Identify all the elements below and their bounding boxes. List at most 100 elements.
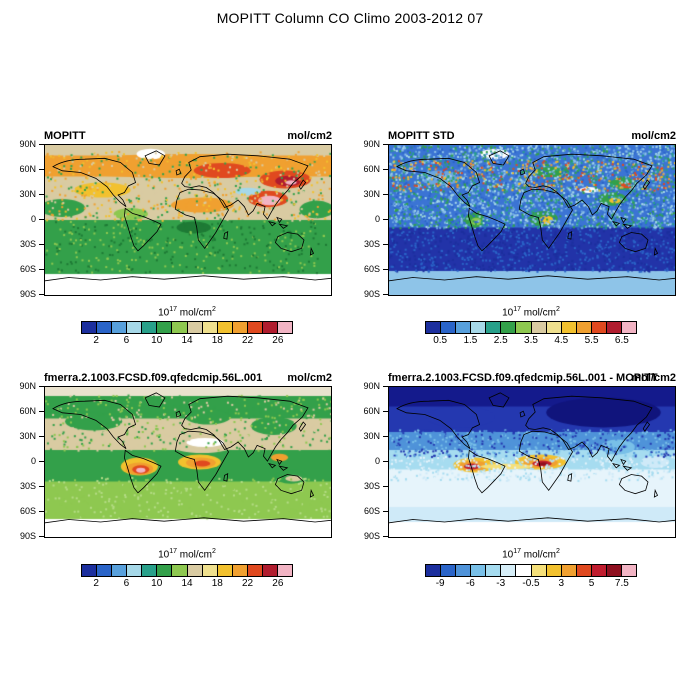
lat-tickmark: [383, 486, 388, 488]
colorbar-tick-label: 4.5: [554, 335, 569, 347]
colorbar-tick-label: 14: [181, 335, 193, 347]
colorbar-box: [82, 564, 98, 576]
colorbar-tick-label: 2.5: [493, 335, 508, 347]
colorbar: [81, 321, 293, 335]
colorbar-tick-label: 10: [151, 335, 163, 347]
panel-header: MOPITT STD mol/cm2: [358, 126, 676, 142]
lat-tickmark: [383, 144, 388, 145]
colorbar-box: [127, 564, 143, 576]
colorbar-box: [142, 564, 158, 576]
colorbar: [81, 563, 293, 577]
lat-axis: 90N 60N 30N 0 30S 60S 90S: [358, 381, 388, 541]
panel-title: MOPITT: [44, 130, 86, 142]
colorbar-tick-label: 3: [558, 577, 565, 589]
colorbar-box: [456, 322, 472, 334]
colorbar-ticks: -9 -6 -3 -0.5 3 5 7.5: [425, 578, 637, 591]
lat-tickmark: [383, 461, 388, 463]
colorbar-box: [546, 564, 562, 576]
lat-tick-label: 0: [30, 214, 36, 224]
colorbar-box: [576, 322, 592, 334]
lat-tickmark: [383, 536, 388, 538]
colorbar-box: [622, 322, 637, 334]
lat-axis: 90N 60N 30N 0 30S 60S 90S: [358, 139, 388, 299]
lat-axis: 90N 60N 30N 0 30S 60S 90S: [14, 139, 44, 299]
panel-units-label: mol/cm2: [287, 372, 332, 385]
colorbar-box: [217, 564, 233, 576]
colorbar-tick-label: 6.5: [614, 335, 629, 347]
lat-tickmark: [383, 244, 388, 245]
colorbar-box: [232, 322, 248, 334]
panel-mopitt: MOPITT mol/cm2 90N 60N 30N 0 30S 60S 90S 1017 …: [14, 126, 332, 348]
colorbar-box: [622, 564, 637, 576]
lat-tick-label: 0: [374, 214, 380, 224]
colorbar-tick-label: 22: [242, 335, 254, 347]
lat-tick-label: 90S: [363, 289, 380, 299]
panel-model: fmerra.2.1003.FCSD.f09.qfedcmip.56L.001 …: [14, 368, 332, 590]
lat-tickmark: [39, 194, 44, 195]
colorbar-box: [516, 322, 532, 334]
colorbar-tick-label: 1.5: [463, 335, 478, 347]
panel-title: fmerra.2.1003.FCSD.f09.qfedcmip.56L.001 …: [388, 372, 658, 385]
colorbar-tick-label: 18: [211, 577, 223, 589]
colorbar-box: [157, 322, 173, 334]
map-row: 90N 60N 30N 0 30S 60S 90S: [358, 381, 676, 541]
lat-tickmark: [383, 411, 388, 413]
colorbar-box: [471, 564, 487, 576]
panel-header: fmerra.2.1003.FCSD.f09.qfedcmip.56L.001 …: [14, 368, 332, 384]
colorbar-tick-label: -6: [465, 577, 475, 589]
lat-tickmark: [383, 169, 388, 170]
colorbar-unit-label: 1017 mol/cm2: [502, 548, 560, 561]
colorbar-box: [606, 564, 623, 576]
colorbar-box: [247, 564, 263, 576]
colorbar-box: [531, 564, 547, 576]
map-row: 90N 60N 30N 0 30S 60S 90S: [14, 381, 332, 541]
lat-tickmark: [39, 411, 44, 413]
lat-tick-label: 90N: [363, 139, 380, 149]
lat-tick-label: 60S: [363, 264, 380, 274]
colorbar: [425, 563, 637, 577]
panel-units-label: mol/cm2: [631, 130, 676, 142]
colorbar-tick-label: 18: [211, 335, 223, 347]
lat-tick-label: 60N: [19, 406, 36, 417]
colorbar-tick-label: 6: [123, 335, 130, 347]
colorbar-box: [501, 564, 517, 576]
colorbar-box: [202, 322, 218, 334]
lat-tickmark: [39, 294, 44, 295]
colorbar-tick-label: -3: [496, 577, 506, 589]
colorbar-box: [501, 322, 517, 334]
lat-tickmark: [39, 169, 44, 170]
lat-tickmark: [39, 386, 44, 388]
lat-tickmark: [39, 219, 44, 220]
colorbar-box: [426, 322, 442, 334]
colorbar-block: 1017 mol/cm2 2 6 10 14 18 22 26: [14, 306, 330, 348]
lat-tick-label: 60N: [19, 164, 36, 174]
lat-tick-label: 30S: [19, 481, 36, 492]
colorbar-tick-label: 5.5: [584, 335, 599, 347]
lat-tickmark: [39, 536, 44, 538]
lat-tick-label: 90N: [19, 139, 36, 149]
colorbar-box: [262, 322, 279, 334]
colorbar-box: [561, 322, 577, 334]
colorbar-tick-label: 2: [93, 335, 99, 347]
lat-tick-label: 60S: [363, 506, 380, 517]
colorbar-tick-label: 26: [272, 335, 284, 347]
lat-tick-label: 30S: [363, 481, 380, 492]
colorbar-box: [172, 564, 188, 576]
colorbar-box: [486, 322, 502, 334]
lat-tick-label: 30S: [363, 239, 380, 249]
map-canvas-mopitt-std: [389, 145, 675, 295]
lat-tick-label: 60S: [19, 506, 36, 517]
panel-header: fmerra.2.1003.FCSD.f09.qfedcmip.56L.001 …: [358, 368, 676, 384]
colorbar-unit-label: 1017 mol/cm2: [158, 306, 216, 319]
colorbar-box: [606, 322, 623, 334]
map-row: 90N 60N 30N 0 30S 60S 90S: [14, 139, 332, 299]
lat-tickmark: [383, 511, 388, 513]
colorbar-box: [97, 564, 113, 576]
colorbar-box: [441, 564, 457, 576]
colorbar-box: [172, 322, 188, 334]
colorbar-box: [247, 322, 263, 334]
colorbar-box: [546, 322, 562, 334]
colorbar-tick-label: 5: [588, 577, 595, 589]
colorbar-ticks: 2 6 10 14 18 22 26: [81, 335, 293, 348]
map-frame: [44, 386, 332, 539]
